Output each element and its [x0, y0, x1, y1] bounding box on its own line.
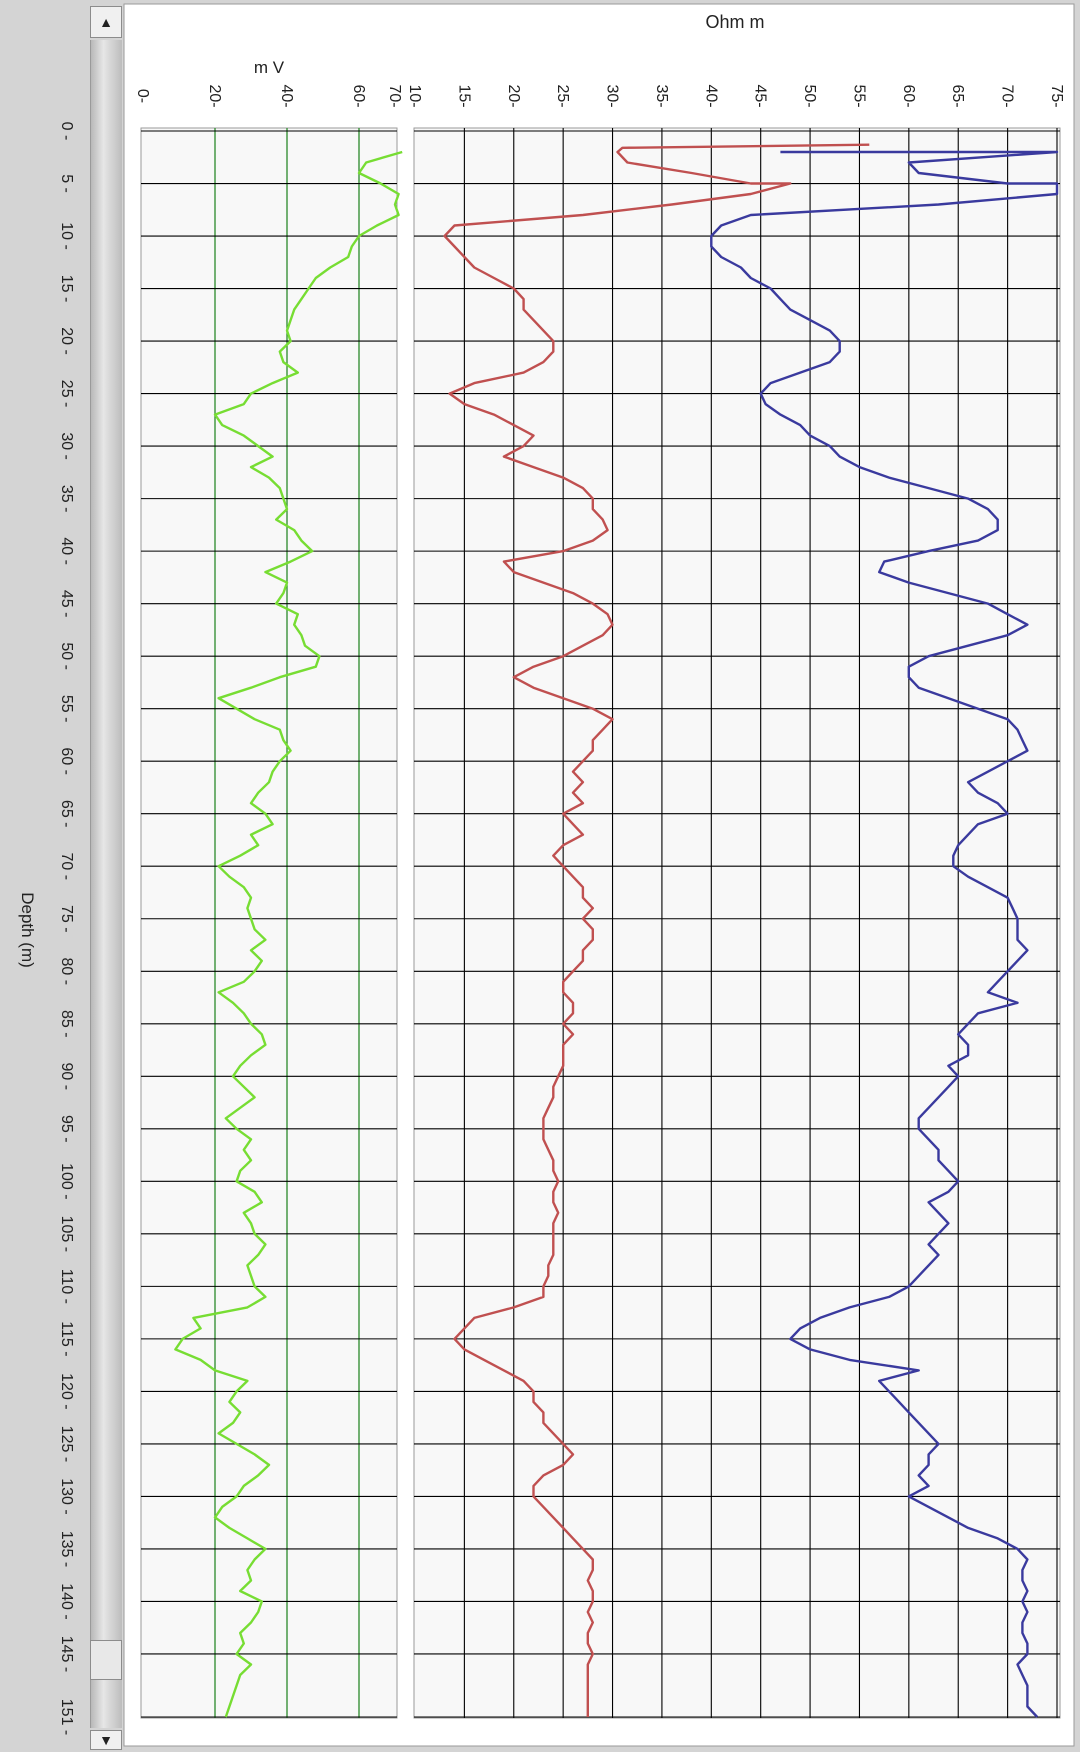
resistivity-grid: [463, 128, 1058, 1718]
depth-tick-label: 60 -: [58, 747, 75, 775]
sp-plot-area: [140, 127, 398, 1719]
depth-tick-label: 55 -: [58, 695, 75, 723]
depth-tick-label: 90 -: [58, 1063, 75, 1091]
depth-tick-label: 75 -: [58, 905, 75, 933]
sp-tick-label: 40-: [278, 84, 295, 107]
depth-tick-label: 80 -: [58, 957, 75, 985]
tick-labels: 0- 20- 40- 60- 70- 10- 15- 20- 25- 30- 35- 40- 45- 50…: [58, 84, 1065, 1735]
depth-tick-label: 140 -: [58, 1583, 75, 1619]
depth-axis-label: Depth (m): [18, 892, 37, 968]
depth-tick-label: 5 -: [58, 174, 75, 193]
depth-tick-label: 35 -: [58, 485, 75, 513]
scroll-up-button[interactable]: ▲: [90, 6, 122, 38]
res-tick-label: 65-: [949, 84, 966, 107]
sp-grid: [214, 128, 360, 1718]
sp-tick-label: 60-: [350, 84, 367, 107]
depth-tick-label: 15 -: [58, 275, 75, 303]
res-tick-label: 70-: [999, 84, 1016, 107]
depth-tick-label: 115 -: [58, 1321, 75, 1356]
vertical-scrollbar-thumb[interactable]: [90, 1640, 122, 1680]
resistivity-curve-red: [443, 143, 870, 1717]
depth-tick-label: 145 -: [58, 1636, 75, 1672]
depth-tick-label: 100 -: [58, 1163, 75, 1199]
depth-tick-label: 85 -: [58, 1010, 75, 1038]
res-tick-label: 40-: [702, 84, 719, 107]
resistivity-curve-blue: [710, 150, 1059, 1718]
depth-tick-label: 125 -: [58, 1426, 75, 1462]
arrow-down-icon: ▼: [99, 1732, 113, 1748]
depth-tick-label: 105 -: [58, 1216, 75, 1252]
depth-tick-label: 20 -: [58, 327, 75, 355]
res-tick-label: 45-: [752, 84, 769, 107]
res-tick-label: 35-: [653, 84, 670, 107]
depth-tick-label: 130 -: [58, 1478, 75, 1514]
arrow-up-icon: ▲: [99, 14, 113, 30]
sp-tick-label: 70-: [386, 84, 403, 107]
depth-tick-label: 30 -: [58, 432, 75, 460]
scroll-down-button[interactable]: ▼: [90, 1730, 122, 1750]
sp-tick-label: 0-: [134, 89, 151, 103]
sp-tick-label: 20-: [206, 84, 223, 107]
resistivity-plot-area: [413, 127, 1061, 1719]
depth-tick-label: 151 -: [58, 1699, 75, 1735]
res-tick-label: 10-: [406, 84, 423, 107]
ohm-unit-label: Ohm m: [705, 12, 764, 32]
res-tick-label: 20-: [505, 84, 522, 107]
res-tick-label: 30-: [604, 84, 621, 107]
depth-grid: [141, 130, 1060, 1718]
depth-tick-label: 110 -: [58, 1269, 75, 1304]
res-tick-label: 60-: [900, 84, 917, 107]
depth-tick-label: 120 -: [58, 1373, 75, 1409]
res-tick-label: 50-: [801, 84, 818, 107]
depth-tick-label: 50 -: [58, 642, 75, 670]
depth-tick-label: 40 -: [58, 537, 75, 565]
vertical-scrollbar-track[interactable]: [90, 40, 122, 1728]
depth-tick-label: 45 -: [58, 590, 75, 618]
res-tick-label: 75-: [1048, 84, 1065, 107]
res-tick-label: 15-: [455, 84, 472, 107]
depth-tick-label: 0 -: [58, 122, 75, 141]
res-tick-label: 25-: [554, 84, 571, 107]
depth-tick-label: 95 -: [58, 1115, 75, 1143]
depth-tick-label: 10 -: [58, 222, 75, 250]
sp-curve: [174, 150, 403, 1718]
depth-tick-label: 135 -: [58, 1531, 75, 1567]
res-tick-label: 55-: [850, 84, 867, 107]
depth-tick-label: 65 -: [58, 800, 75, 828]
series-lines: [174, 143, 1059, 1718]
mv-unit-label: m V: [254, 58, 285, 77]
depth-tick-label: 25 -: [58, 380, 75, 408]
depth-tick-label: 70 -: [58, 852, 75, 880]
